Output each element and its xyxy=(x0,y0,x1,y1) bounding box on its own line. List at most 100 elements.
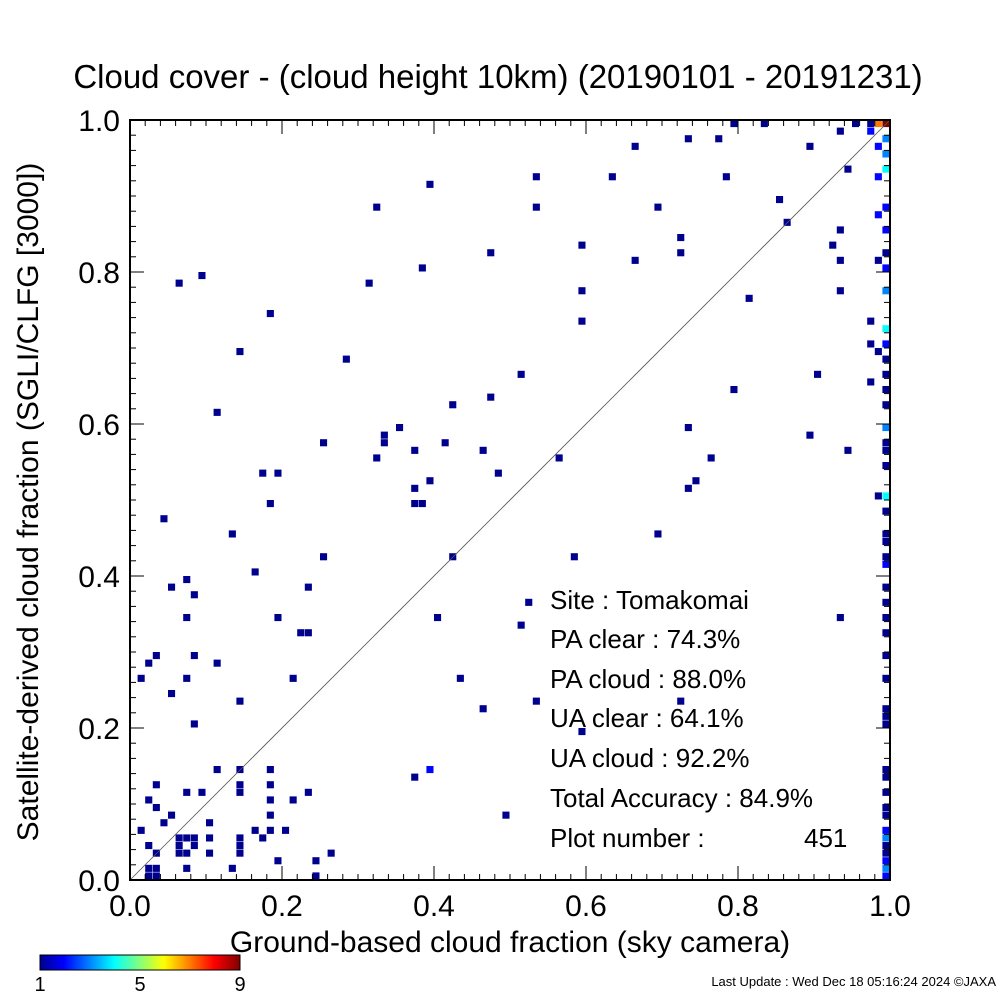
chart-title: Cloud cover - (cloud height 10km) (20190… xyxy=(73,58,922,95)
data-cell xyxy=(677,697,685,705)
data-cell xyxy=(722,173,730,181)
data-cell xyxy=(654,203,662,211)
data-cell xyxy=(236,348,244,356)
data-cell xyxy=(152,652,160,660)
data-cell xyxy=(882,370,890,378)
data-cell xyxy=(198,272,206,280)
data-cell xyxy=(236,788,244,796)
data-cell xyxy=(502,811,510,819)
data-cell xyxy=(289,674,297,682)
data-cell xyxy=(677,249,685,257)
data-cell xyxy=(852,120,860,128)
data-cell xyxy=(449,401,457,409)
data-cell xyxy=(145,872,153,880)
data-cell xyxy=(282,826,290,834)
data-cell xyxy=(183,788,191,796)
data-cell xyxy=(152,872,160,880)
data-cell xyxy=(266,796,274,804)
data-cell xyxy=(190,842,198,850)
data-cell xyxy=(320,439,328,447)
data-cell xyxy=(882,849,890,857)
data-cell xyxy=(304,583,312,591)
data-cell xyxy=(882,598,890,606)
data-cell xyxy=(152,781,160,789)
data-cell xyxy=(882,135,890,143)
data-cell xyxy=(882,507,890,515)
data-cell xyxy=(874,173,882,181)
data-cell xyxy=(327,849,335,857)
data-cell xyxy=(882,811,890,819)
data-cell xyxy=(396,424,404,432)
data-cell xyxy=(882,712,890,720)
stat-pa-clear: PA clear : 74.3% xyxy=(550,624,740,654)
data-cell xyxy=(342,355,350,363)
data-cell xyxy=(380,431,388,439)
data-cell xyxy=(570,553,578,561)
data-cell xyxy=(532,203,540,211)
data-cell xyxy=(190,591,198,599)
data-cell xyxy=(168,811,176,819)
data-cell xyxy=(206,849,214,857)
data-cell xyxy=(487,393,495,401)
data-cell xyxy=(867,317,875,325)
data-cell xyxy=(882,340,890,348)
data-cell xyxy=(266,766,274,774)
data-cell xyxy=(882,165,890,173)
data-cell xyxy=(882,401,890,409)
data-cell xyxy=(175,842,183,850)
data-cell xyxy=(806,142,814,150)
data-cell xyxy=(608,173,616,181)
data-cell xyxy=(259,469,267,477)
data-cell xyxy=(867,340,875,348)
data-cell xyxy=(882,226,890,234)
data-cell xyxy=(373,203,381,211)
x-tick-labels: 0.0 0.2 0.4 0.6 0.8 1.0 xyxy=(109,890,911,923)
y-axis-label: Satellite-derived cloud fraction (SGLI/C… xyxy=(12,163,45,842)
data-cell xyxy=(190,720,198,728)
data-cell xyxy=(844,446,852,454)
data-cell xyxy=(137,826,145,834)
y-tick-label: 0.4 xyxy=(78,561,120,594)
data-cell xyxy=(456,674,464,682)
data-cell xyxy=(266,781,274,789)
data-cell xyxy=(160,819,168,827)
data-cell xyxy=(152,864,160,872)
data-cell xyxy=(266,500,274,508)
data-cell xyxy=(190,834,198,842)
data-cell xyxy=(578,287,586,295)
data-cell xyxy=(882,804,890,812)
data-cell xyxy=(228,864,236,872)
data-cell xyxy=(874,256,882,264)
data-cell xyxy=(692,477,700,485)
axis-ticks xyxy=(129,119,891,881)
one-to-one-line xyxy=(129,119,891,881)
data-cell xyxy=(882,538,890,546)
data-cell xyxy=(730,386,738,394)
data-cell xyxy=(183,674,191,682)
data-cell xyxy=(715,135,723,143)
data-cell xyxy=(152,804,160,812)
data-cell xyxy=(304,788,312,796)
data-cell xyxy=(236,834,244,842)
data-cell xyxy=(411,773,419,781)
data-cell xyxy=(160,515,168,523)
data-cell xyxy=(525,598,533,606)
stat-plot-number-value: 451 xyxy=(804,823,847,853)
data-cell xyxy=(274,469,282,477)
y-tick-label: 0.8 xyxy=(78,257,120,290)
data-cell xyxy=(882,355,890,363)
data-cell xyxy=(684,484,692,492)
colorbar-gradient xyxy=(39,954,241,971)
data-cell xyxy=(836,226,844,234)
data-cell xyxy=(836,287,844,295)
data-cell xyxy=(183,849,191,857)
data-cell xyxy=(882,864,890,872)
data-cell xyxy=(479,446,487,454)
data-cell xyxy=(175,279,183,287)
stat-ua-cloud: UA cloud : 92.2% xyxy=(550,743,749,773)
y-tick-label: 1.0 xyxy=(78,105,120,138)
data-cell xyxy=(836,127,844,135)
data-cell xyxy=(251,568,259,576)
x-tick-label: 0.4 xyxy=(413,890,455,923)
